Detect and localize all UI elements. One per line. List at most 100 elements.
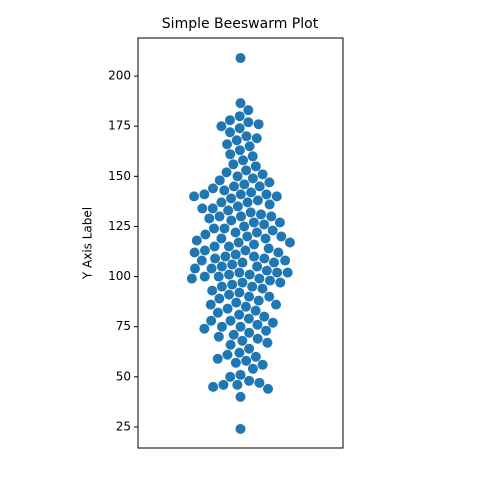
point [222,303,233,314]
point [223,205,234,216]
point [234,111,245,122]
point [232,201,243,212]
point [235,423,246,434]
point [248,217,259,228]
point [237,277,248,288]
point [244,269,255,280]
point [273,247,284,258]
point [189,191,200,202]
point [235,189,246,200]
point [228,329,239,340]
point [235,211,246,222]
point [257,359,268,370]
point [253,119,264,130]
point [253,295,264,306]
point [264,291,275,302]
point [263,243,274,254]
point [199,189,210,200]
point [191,235,202,246]
point [216,261,227,272]
point [235,53,246,64]
point [262,337,273,348]
point [234,145,245,156]
point [266,211,277,222]
point [282,267,293,278]
y-tick-label: 25 [116,419,131,433]
point [234,347,245,358]
point [242,197,253,208]
point [237,335,248,346]
point [221,167,232,178]
point [230,227,241,238]
point [234,123,245,134]
point [227,259,238,270]
point [197,203,208,214]
point [261,325,272,336]
point [247,363,258,374]
point [241,165,252,176]
point [225,371,236,382]
point [224,269,235,280]
point [259,253,270,264]
point [257,283,268,294]
point [247,151,258,162]
point [235,391,246,402]
point [254,377,265,388]
point [227,279,238,290]
point [234,267,245,278]
point [249,239,260,250]
point [234,309,245,320]
point [271,299,282,310]
point [241,355,252,366]
point [247,281,258,292]
point [244,291,255,302]
chart-title: Simple Beeswarm Plot [162,16,319,32]
point [261,265,272,276]
point [275,277,286,288]
point [231,297,242,308]
point [214,175,225,186]
point [245,207,256,218]
point [251,227,262,238]
point [219,185,230,196]
point [199,271,210,282]
point [261,189,272,200]
point [219,223,230,234]
y-tick-label: 200 [108,69,131,83]
point [214,211,225,222]
point [209,223,220,234]
point [213,271,224,282]
point [225,339,236,350]
point [230,249,241,260]
point [251,133,262,144]
point [284,237,295,248]
point [280,255,291,266]
point [208,381,219,392]
plot-frame [137,37,344,449]
point [244,141,255,152]
point [244,343,255,354]
point [220,251,231,262]
point [272,267,283,278]
point [223,241,234,252]
point [225,315,236,326]
point [233,237,244,248]
y-tick-label: 125 [108,219,131,233]
point [213,331,224,342]
point [242,231,253,242]
point [244,327,255,338]
point [222,349,233,360]
point [206,263,217,274]
y-axis-label: Y Axis Label [81,207,95,280]
point [238,155,249,166]
point [264,275,275,286]
point [252,319,263,330]
point [247,173,258,184]
point [207,285,218,296]
point [207,203,218,214]
point [216,121,227,132]
point [240,245,251,256]
point [225,115,236,126]
point [252,333,263,344]
